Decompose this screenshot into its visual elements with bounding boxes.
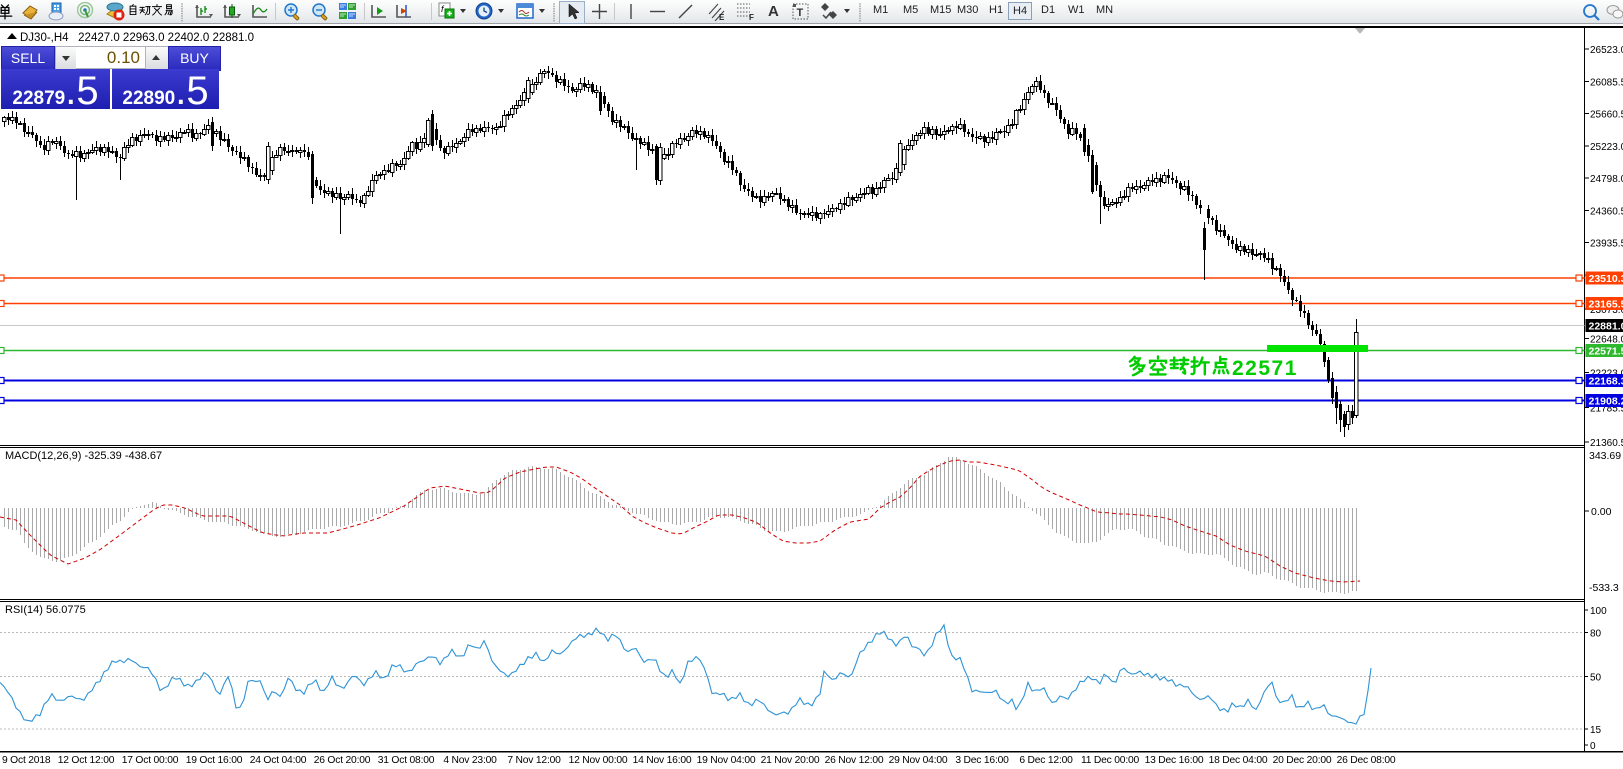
svg-text:18 Dec 04:00: 18 Dec 04:00 <box>1209 755 1268 766</box>
svg-text:13 Dec 16:00: 13 Dec 16:00 <box>1145 755 1204 766</box>
svg-text:50: 50 <box>1590 673 1602 684</box>
svg-text:22881.0: 22881.0 <box>1589 321 1623 333</box>
svg-text:25223.0: 25223.0 <box>1590 142 1623 153</box>
svg-text:23165.5: 23165.5 <box>1589 299 1623 311</box>
svg-text:15: 15 <box>1590 725 1602 736</box>
svg-text:9 Oct 2018: 9 Oct 2018 <box>2 755 51 766</box>
svg-text:19 Nov 04:00: 19 Nov 04:00 <box>697 755 756 766</box>
svg-text:24 Oct 04:00: 24 Oct 04:00 <box>250 755 307 766</box>
svg-text:26523.0: 26523.0 <box>1590 45 1623 56</box>
svg-text:20 Dec 20:00: 20 Dec 20:00 <box>1273 755 1332 766</box>
svg-text:21360.5: 21360.5 <box>1590 438 1623 449</box>
svg-text:17 Oct 00:00: 17 Oct 00:00 <box>122 755 179 766</box>
svg-text:4 Nov 23:00: 4 Nov 23:00 <box>443 755 497 766</box>
svg-text:DJ30-,H4 22427.0 22963.0 224: DJ30-,H4 22427.0 22963.0 22402.0 22881.0 <box>20 32 254 44</box>
svg-text:23935.5: 23935.5 <box>1590 239 1623 250</box>
svg-text:23510.3: 23510.3 <box>1589 273 1623 285</box>
svg-text:23073.0: 23073.0 <box>1590 305 1623 316</box>
svg-text:11 Dec 00:00: 11 Dec 00:00 <box>1081 755 1140 766</box>
svg-text:0.00: 0.00 <box>1591 506 1612 518</box>
svg-text:29 Nov 04:00: 29 Nov 04:00 <box>889 755 948 766</box>
svg-text:3 Dec 16:00: 3 Dec 16:00 <box>955 755 1009 766</box>
svg-text:25660.5: 25660.5 <box>1590 110 1623 121</box>
svg-text:22168.3: 22168.3 <box>1589 376 1623 388</box>
svg-text:6 Dec 12:00: 6 Dec 12:00 <box>1019 755 1073 766</box>
svg-text:19 Oct 16:00: 19 Oct 16:00 <box>186 755 243 766</box>
svg-text:RSI(14) 56.0775: RSI(14) 56.0775 <box>5 604 86 616</box>
svg-text:21908.2: 21908.2 <box>1589 396 1623 408</box>
svg-text:26 Dec 08:00: 26 Dec 08:00 <box>1337 755 1396 766</box>
svg-text:80: 80 <box>1590 629 1602 640</box>
svg-text:26085.5: 26085.5 <box>1590 78 1623 89</box>
svg-text:24360.5: 24360.5 <box>1590 207 1623 218</box>
svg-text:-533.3: -533.3 <box>1589 582 1619 594</box>
svg-text:7 Nov 12:00: 7 Nov 12:00 <box>507 755 561 766</box>
svg-text:22648.0: 22648.0 <box>1590 335 1623 346</box>
svg-text:100: 100 <box>1590 606 1607 617</box>
svg-text:T: T <box>797 7 804 19</box>
svg-text:12 Oct 12:00: 12 Oct 12:00 <box>58 755 115 766</box>
svg-text:31 Oct 08:00: 31 Oct 08:00 <box>378 755 435 766</box>
svg-text:22571.5: 22571.5 <box>1589 346 1623 358</box>
svg-text:14 Nov 16:00: 14 Nov 16:00 <box>633 755 692 766</box>
svg-text:26 Nov 12:00: 26 Nov 12:00 <box>825 755 884 766</box>
svg-text:MACD(12,26,9) -325.39 -438.67: MACD(12,26,9) -325.39 -438.67 <box>5 450 162 462</box>
svg-text:12 Nov 00:00: 12 Nov 00:00 <box>569 755 628 766</box>
svg-text:21785.5: 21785.5 <box>1590 404 1623 415</box>
svg-text:f: f <box>441 4 445 14</box>
svg-text:24798.0: 24798.0 <box>1590 174 1623 185</box>
svg-text:26 Oct 20:00: 26 Oct 20:00 <box>314 755 371 766</box>
svg-text:F: F <box>749 13 754 21</box>
svg-text:343.69: 343.69 <box>1589 450 1621 462</box>
svg-text:21 Nov 20:00: 21 Nov 20:00 <box>761 755 820 766</box>
svg-text:22571: 22571 <box>1232 357 1298 380</box>
svg-text:0: 0 <box>1590 741 1596 752</box>
svg-text:E: E <box>719 13 725 21</box>
